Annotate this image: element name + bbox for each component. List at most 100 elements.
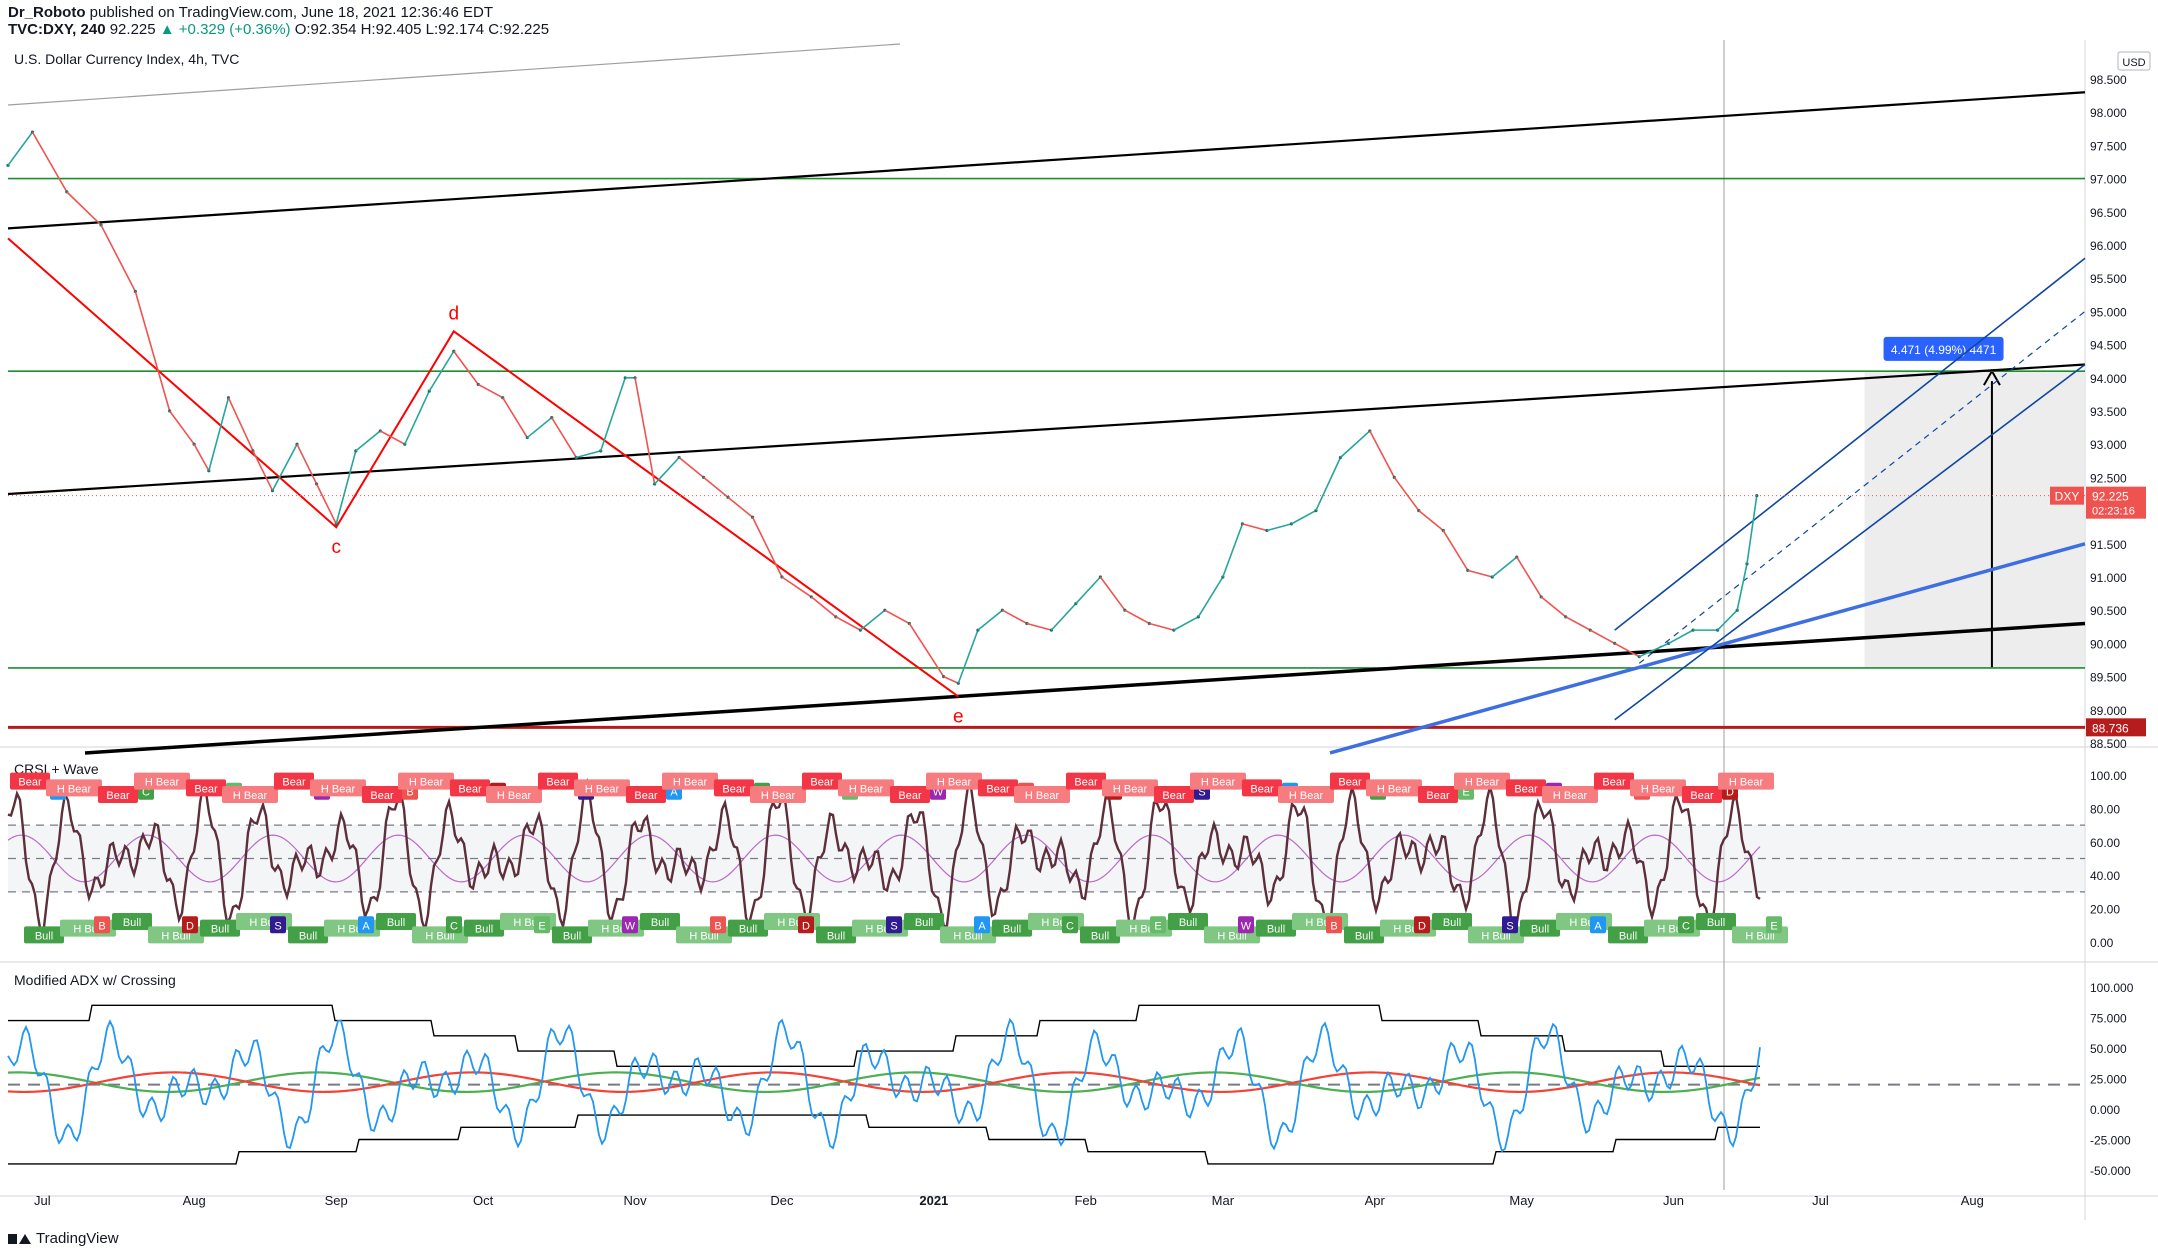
adx-axis-label: 75.000	[2090, 1012, 2127, 1026]
price-segment	[1266, 523, 1292, 532]
signal-label-box	[1278, 786, 1334, 804]
signal-label-box	[978, 779, 1018, 797]
signal-label-box	[662, 772, 718, 790]
signal-label: E	[538, 920, 545, 932]
signal-label-box	[1502, 916, 1518, 934]
currency-label: USD	[2122, 57, 2145, 69]
signal-label-box	[1330, 772, 1370, 790]
price-pane: U.S. Dollar Currency Index, 4h, TVC 4.47…	[6, 43, 2086, 755]
price-axis-label: 94.500	[2090, 339, 2127, 353]
tradingview-logo-icon[interactable]	[8, 1231, 31, 1247]
signal-label: D	[1418, 920, 1426, 932]
signal-label: H Bear	[937, 777, 972, 789]
signal-label: H Bull	[161, 930, 190, 942]
price-segment	[1746, 495, 1758, 564]
signal-label: Bull	[651, 917, 669, 929]
level-tag-box	[2086, 718, 2146, 737]
brand-name[interactable]: TradingView	[36, 1230, 119, 1247]
signal-label: Bear	[634, 790, 658, 802]
price-segment	[227, 397, 254, 452]
signal-label: Bull	[35, 930, 53, 942]
price-segment	[193, 443, 210, 472]
price-segment	[252, 450, 274, 492]
price-segment	[100, 224, 137, 292]
signal-label-box	[1062, 916, 1078, 934]
price-axis-label: 95.000	[2090, 305, 2127, 319]
signal-label-box	[24, 926, 64, 944]
price-segment	[1418, 509, 1444, 532]
time-axis-label: Feb	[1074, 1193, 1096, 1208]
price-segment	[355, 430, 381, 452]
signal-label-box	[714, 779, 754, 797]
signal-label-box	[1014, 786, 1070, 804]
signal-label: Bear	[106, 790, 130, 802]
adx-axis-label: -25.000	[2090, 1134, 2131, 1148]
signal-label-box	[1506, 779, 1546, 797]
price-segment	[1075, 576, 1101, 605]
signal-label: H Bear	[145, 777, 180, 789]
signal-label-box	[1414, 916, 1430, 934]
signal-label-box	[574, 779, 630, 797]
signal-label: Bull	[387, 917, 405, 929]
price-segment	[428, 350, 455, 392]
author-name[interactable]: Dr_Roboto	[8, 4, 86, 21]
wave-label: e	[953, 707, 964, 728]
signal-label: E	[1770, 920, 1777, 932]
crsi-signal-line	[7, 834, 1761, 883]
signal-label-box	[534, 916, 550, 934]
signal-label: C	[142, 787, 150, 799]
price-segment	[599, 377, 626, 452]
signal-label-box	[134, 772, 190, 790]
price-segment	[502, 397, 528, 438]
signal-label-box	[358, 916, 374, 934]
crsi-axis-label: 0.00	[2090, 936, 2114, 950]
price-segment	[1339, 430, 1371, 459]
signal-label-box	[552, 926, 592, 944]
signal-label: Bear	[1426, 790, 1450, 802]
signal-label: H Bull	[1217, 930, 1246, 942]
adx-minus-di-line	[7, 1071, 1761, 1094]
signal-label: Bull	[1355, 930, 1373, 942]
signal-label-box	[1454, 772, 1510, 790]
signal-label-box	[1242, 779, 1282, 797]
signal-label: H Bear	[1729, 777, 1764, 789]
main-title: U.S. Dollar Currency Index, 4h, TVC	[14, 51, 239, 67]
signal-label-box	[1150, 916, 1166, 934]
signal-label-box	[1326, 916, 1342, 934]
time-axis-label: Sep	[325, 1193, 348, 1208]
drawings	[7, 43, 2086, 755]
price-axis-label: 90.500	[2090, 604, 2127, 618]
adx-line	[7, 1017, 1761, 1153]
wave-labels: c d e	[331, 303, 963, 727]
price-axis[interactable]: 88.500 89.000 89.500 90.000 90.500 91.000 91.5…	[2090, 51, 2151, 1178]
signal-label-box	[182, 916, 198, 934]
signal-label: H Bear	[585, 783, 620, 795]
grid	[0, 40, 2158, 1220]
signal-label-box	[1766, 916, 1782, 934]
price-segment	[1222, 523, 1244, 578]
time-axis-label: 2021	[919, 1193, 948, 1208]
signal-label-box	[750, 786, 806, 804]
price-axis-label: 93.000	[2090, 438, 2127, 452]
currency-box	[2117, 51, 2151, 71]
signal-label: H Bear	[1465, 777, 1500, 789]
measure-area	[1864, 371, 2085, 668]
signal-label: Bear	[1690, 790, 1714, 802]
signal-label: H Bull	[689, 930, 718, 942]
publish-line: Dr_Roboto published on TradingView.com, …	[8, 4, 493, 21]
signal-label-box	[1696, 912, 1736, 930]
price-segment	[208, 397, 230, 471]
time-axis[interactable]: Jul Aug Sep Oct Nov Dec 2021 Feb Mar Apr May Jun Jul…	[34, 1193, 1984, 1208]
price-segment	[1124, 609, 1150, 625]
price-segment	[1197, 576, 1224, 618]
price-axis-label: 98.000	[2090, 106, 2127, 120]
signal-label: B	[1330, 920, 1337, 932]
signal-label: A	[1594, 920, 1602, 932]
signal-label: Bull	[1531, 924, 1549, 936]
price-segment	[1026, 622, 1052, 631]
signal-label: Bear	[722, 783, 746, 795]
price-segment	[7, 131, 34, 166]
signal-label: S	[1198, 787, 1205, 799]
